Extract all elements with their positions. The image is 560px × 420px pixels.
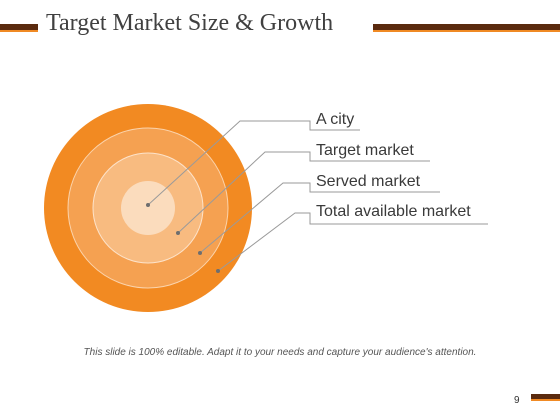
- slide-title: Target Market Size & Growth: [46, 10, 334, 36]
- marker-dot-a-city: [146, 203, 150, 207]
- label-a-city: A city: [316, 111, 354, 128]
- title-accent-bar-left: [0, 24, 38, 32]
- label-target-market: Target market: [316, 142, 414, 159]
- leader-line-target-market: [177, 151, 430, 234]
- page-accent-bar: [531, 394, 560, 401]
- marker-dot-served-market: [198, 251, 202, 255]
- leader-line-total-available-market: [217, 212, 488, 272]
- label-served-market: Served market: [316, 173, 421, 190]
- marker-dot-total-available-market: [216, 269, 220, 273]
- page-number: 9: [514, 395, 520, 406]
- label-total-available-market: Total available market: [316, 203, 471, 220]
- marker-dot-target-market: [176, 231, 180, 235]
- leader-line-served-market: [199, 182, 440, 254]
- ring-a-city: [121, 181, 175, 235]
- footer-note: This slide is 100% editable. Adapt it to…: [83, 347, 477, 358]
- title-accent-bar-right: [373, 24, 560, 32]
- leader-line-a-city: [147, 120, 360, 206]
